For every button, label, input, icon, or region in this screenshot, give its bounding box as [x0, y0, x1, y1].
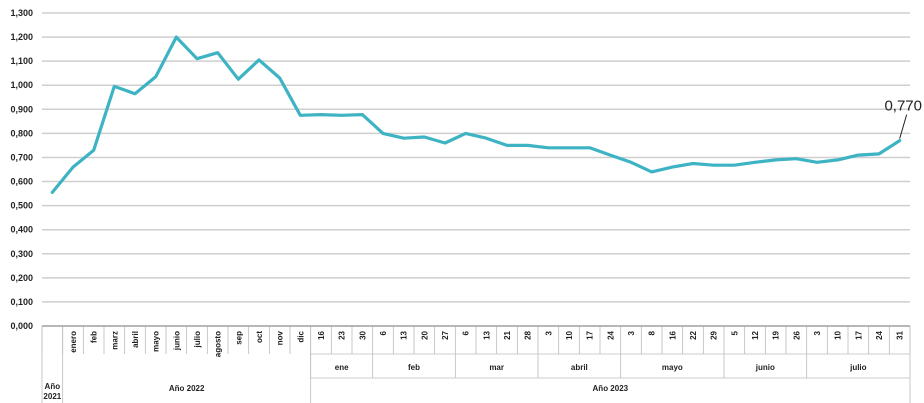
series-line	[50, 35, 902, 194]
year-group-label: Año 2022	[169, 384, 205, 393]
x-tick-label: abril	[131, 331, 140, 348]
y-tick-label: 0,800	[10, 128, 33, 138]
x-tick-label: 27	[441, 330, 450, 339]
x-tick-label: 3	[544, 330, 553, 335]
x-tick-label: marz	[110, 331, 119, 350]
x-tick-label: oct	[255, 331, 264, 343]
x-tick-label: enero	[69, 331, 78, 353]
x-tick-label: agosto	[214, 331, 223, 357]
x-tick-label: 3	[627, 330, 636, 335]
y-axis-ticks: 0,000 0,100 0,200 0,300 0,400 0,500 0,600 0,700…	[10, 8, 33, 331]
x-tick-label: feb	[90, 331, 99, 343]
month-group-label: mar	[489, 363, 504, 372]
month-group-label: abril	[571, 363, 588, 372]
x-tick-label: 17	[854, 330, 863, 339]
x-tick-label: 22	[689, 330, 698, 339]
x-tick-label: 23	[338, 330, 347, 339]
y-tick-label: 1,100	[10, 56, 33, 66]
x-tick-label: 29	[710, 330, 719, 339]
year-group-label: Año 2023	[593, 384, 629, 393]
x-tick-label: nov	[276, 330, 285, 345]
month-group-label: junio	[755, 363, 775, 372]
x-tick-label: sep	[234, 331, 243, 345]
y-tick-label: 0,000	[10, 321, 33, 331]
x-tick-label: 6	[462, 330, 471, 335]
x-tick-label: 17	[586, 330, 595, 339]
y-tick-label: 0,300	[10, 249, 33, 259]
x-axis-ticks: enero feb marz abril mayo junio julio agosto sep…	[69, 330, 905, 357]
x-tick-label: 5	[730, 330, 739, 335]
x-tick-label: 12	[751, 330, 760, 339]
y-tick-label: 0,400	[10, 225, 33, 235]
x-tick-label: julio	[193, 331, 202, 349]
year-group-label: Año	[45, 382, 61, 391]
x-tick-label: 13	[400, 330, 409, 339]
x-tick-label: junio	[172, 331, 181, 351]
y-tick-label: 1,200	[10, 32, 33, 42]
x-tick-label: mayo	[152, 331, 161, 352]
gridlines	[42, 12, 910, 327]
y-tick-label: 0,200	[10, 273, 33, 283]
x-tick-label: 28	[524, 330, 533, 339]
x-tick-label: 8	[648, 330, 657, 335]
month-group-label: ene	[335, 363, 349, 372]
x-tick-label: 16	[668, 330, 677, 339]
x-tick-label: 10	[565, 330, 574, 339]
value-annotation: 0,770	[884, 98, 922, 139]
year-group-label: 2021	[43, 392, 61, 401]
annotation-label: 0,770	[884, 98, 922, 115]
y-tick-label: 0,900	[10, 104, 33, 114]
y-tick-label: 0,100	[10, 297, 33, 307]
x-tick-label: 13	[482, 330, 491, 339]
x-tick-label: 31	[896, 330, 905, 339]
x-tick-label: 24	[875, 330, 884, 339]
x-tick-label: 24	[606, 330, 615, 339]
x-tick-label: dic	[296, 330, 305, 342]
x-tick-label: 19	[772, 330, 781, 339]
x-tick-label: 16	[317, 330, 326, 339]
x-tick-label: 3	[813, 330, 822, 335]
x-tick-label: 30	[358, 330, 367, 339]
x-tick-label: 6	[379, 330, 388, 335]
y-tick-label: 1,000	[10, 80, 33, 90]
annotation-leader	[899, 114, 908, 139]
y-tick-label: 0,500	[10, 201, 33, 211]
x-tick-label: 21	[503, 330, 512, 339]
x-axis-frame	[41, 325, 911, 403]
month-group-label: mayo	[662, 363, 683, 372]
x-tick-label: 20	[420, 330, 429, 339]
month-group-label: feb	[408, 363, 420, 372]
y-tick-label: 1,300	[10, 8, 33, 18]
y-tick-label: 0,600	[10, 177, 33, 187]
x-tick-label: 10	[834, 330, 843, 339]
x-tick-label: 26	[792, 330, 801, 339]
y-tick-label: 0,700	[10, 152, 33, 162]
series-line-path	[50, 35, 902, 194]
month-group-label: julio	[849, 363, 867, 372]
